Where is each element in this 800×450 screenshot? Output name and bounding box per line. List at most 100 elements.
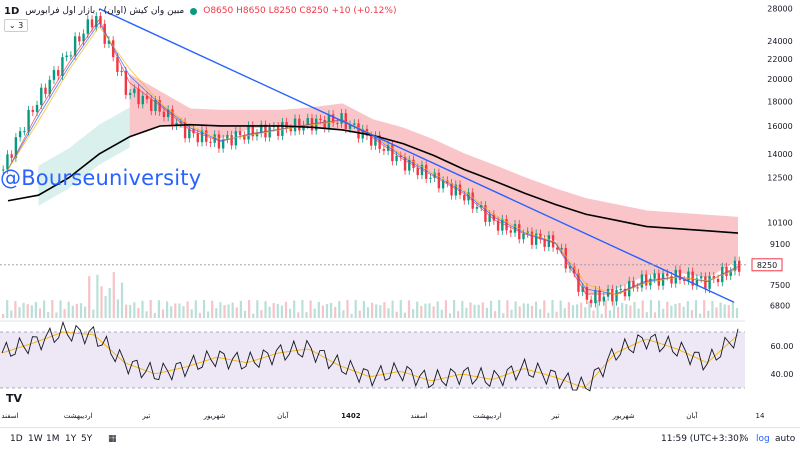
candle-body <box>82 33 85 42</box>
volume-bar <box>571 305 575 318</box>
volume-bar <box>34 301 37 318</box>
volume-bar <box>47 311 50 318</box>
range-1d-button[interactable]: 1D <box>10 434 23 444</box>
volume-bar <box>313 308 316 318</box>
symbol-title[interactable]: مبین وان کیش (اوان) · بازار اول فرابورس <box>25 6 185 16</box>
volume-bar <box>100 286 103 318</box>
volume-bar <box>366 307 370 318</box>
candle-body <box>653 273 656 279</box>
candle-body <box>450 183 453 196</box>
ohlc-values: O8650 H8650 L8250 C8250 +10 (+0.12%) <box>203 6 397 16</box>
moving-average-line <box>7 18 739 295</box>
candle-body <box>496 220 500 231</box>
time-zone-label[interactable]: 11:59 (UTC+3:30) <box>661 434 743 444</box>
time-axis-label: شهریور <box>203 412 226 420</box>
candle-body <box>196 133 199 143</box>
volume-bar <box>153 313 156 318</box>
candle-body <box>336 122 339 124</box>
volume-bar <box>178 303 181 318</box>
candle-body <box>573 266 576 274</box>
volume-bar <box>174 303 177 318</box>
volume-bar <box>399 300 402 318</box>
range-1m-button[interactable]: 1M <box>46 434 60 444</box>
candle-body <box>437 172 441 189</box>
candle-body <box>116 57 119 72</box>
volume-bar <box>301 300 304 318</box>
candle-body <box>209 141 212 143</box>
log-toggle[interactable]: log <box>756 434 770 444</box>
price-axis-label: 10100 <box>767 218 792 227</box>
candle-body <box>585 286 589 300</box>
percent-toggle[interactable]: % <box>740 434 749 444</box>
volume-bar <box>252 313 255 318</box>
range-5y-button[interactable]: 5Y <box>81 434 93 444</box>
price-axis-label: 14000 <box>767 150 792 159</box>
indicator-count: 3 <box>18 21 24 30</box>
candle-body <box>492 214 496 221</box>
volume-bar <box>321 305 324 318</box>
range-1y-button[interactable]: 1Y <box>65 434 77 444</box>
volume-bar <box>584 307 587 318</box>
volume-bar <box>330 302 333 318</box>
price-axis-label: 16000 <box>767 122 792 131</box>
interval-label[interactable]: 1D <box>4 5 20 17</box>
candle-body <box>137 88 140 105</box>
current-price-label: 8250 <box>757 261 777 270</box>
volume-bar <box>403 312 406 318</box>
volume-bar <box>96 274 99 318</box>
candle-body <box>467 192 470 201</box>
candle-body <box>99 16 102 24</box>
candle-body <box>251 125 254 137</box>
candle-body <box>666 273 669 277</box>
candle-body <box>48 79 51 95</box>
volume-bar <box>104 296 107 318</box>
candle-body <box>454 184 457 196</box>
volume-bar <box>621 302 624 318</box>
candle-body <box>150 99 153 112</box>
volume-bar <box>391 300 394 318</box>
volume-bar <box>588 300 591 318</box>
volume-bar <box>412 309 415 318</box>
volume-bar <box>592 310 595 318</box>
candle-body <box>230 135 233 146</box>
volume-bar <box>55 312 58 318</box>
volume-bar <box>243 310 247 318</box>
candle-body <box>729 271 732 276</box>
volume-bar <box>297 312 300 318</box>
date-range-calendar-icon[interactable]: ▦ <box>108 434 117 444</box>
candle-body <box>344 113 348 129</box>
volume-bar <box>416 301 419 318</box>
volume-bar <box>563 308 566 318</box>
volume-bar <box>727 305 730 318</box>
candle-body <box>200 130 204 143</box>
volume-bar <box>711 300 714 318</box>
volume-bar <box>280 305 283 318</box>
volume-bar <box>157 300 160 318</box>
auto-toggle[interactable]: auto <box>775 434 796 444</box>
volume-bar <box>469 302 472 318</box>
candle-body <box>589 299 593 304</box>
candle-body <box>285 121 288 129</box>
volume-bar <box>699 313 702 318</box>
volume-bar <box>383 302 386 318</box>
candle-body <box>560 247 563 250</box>
indicators-toggle[interactable]: ⌄ 3 <box>4 19 28 32</box>
candle-body <box>56 70 60 76</box>
volume-bar <box>645 312 648 318</box>
range-1w-button[interactable]: 1W <box>28 434 43 444</box>
candle-body <box>213 134 216 143</box>
candle-body <box>348 124 352 129</box>
volume-bar <box>125 304 128 318</box>
candle-body <box>171 109 174 126</box>
volume-bar <box>649 300 652 318</box>
volume-bar <box>284 301 288 318</box>
volume-bar <box>182 306 185 318</box>
market-status-icon <box>190 7 198 15</box>
price-axis[interactable] <box>745 0 800 427</box>
price-axis-label: 28000 <box>767 5 792 14</box>
trendline[interactable] <box>98 8 735 303</box>
candle-body <box>217 134 221 149</box>
candle-body <box>183 121 187 139</box>
price-axis-label: 24000 <box>767 37 792 46</box>
